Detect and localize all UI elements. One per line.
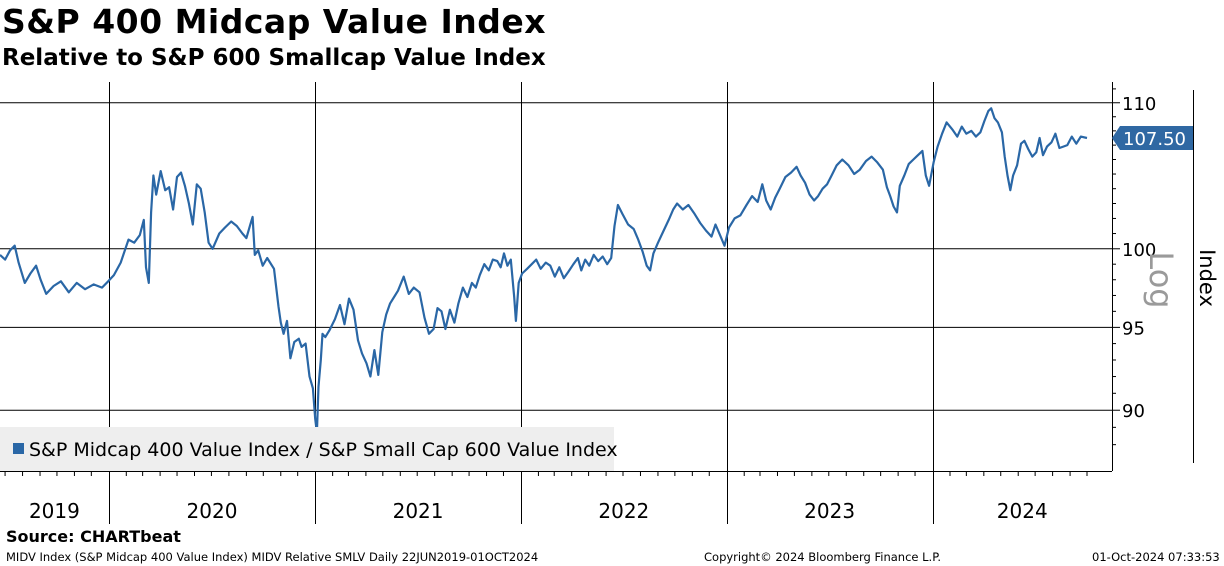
chart-series — [0, 107, 1088, 434]
last-value-label: 107.50 — [1123, 129, 1186, 150]
y-tick-label-110: 110 — [1122, 94, 1156, 115]
chart-source: Source: CHARTbeat — [6, 527, 181, 546]
y-tick-label-90: 90 — [1122, 401, 1145, 422]
y-tick-label-95: 95 — [1122, 318, 1145, 339]
y-axis-title: Index — [1195, 249, 1219, 307]
last-value-tag — [1112, 125, 1193, 150]
footer-copyright: Copyright© 2024 Bloomberg Finance L.P. — [704, 550, 941, 564]
footer-ticker-info: MIDV Index (S&P Midcap 400 Value Index) … — [6, 550, 539, 564]
chart-axes — [0, 82, 1194, 472]
page-title: S&P 400 Midcap Value Index — [2, 2, 547, 41]
y-axis-ticks: 90 95 100 110 — [1112, 88, 1156, 446]
y-scale-note: Log — [1142, 251, 1180, 308]
x-tick-label-2019: 2019 — [29, 499, 80, 523]
x-tick-label-2020: 2020 — [187, 499, 238, 523]
x-tick-label-2024: 2024 — [997, 499, 1048, 523]
x-tick-label-2023: 2023 — [804, 499, 855, 523]
legend: S&P Midcap 400 Value Index / S&P Small C… — [0, 427, 618, 471]
footer-timestamp: 01-Oct-2024 07:33:53 — [1092, 550, 1220, 564]
chart-labels: 107.50 Log Index — [1112, 125, 1219, 309]
legend-swatch — [13, 443, 24, 454]
x-tick-label-2022: 2022 — [598, 499, 649, 523]
legend-background — [0, 427, 614, 471]
y-tick-label-100: 100 — [1122, 240, 1156, 261]
legend-label: S&P Midcap 400 Value Index / S&P Small C… — [29, 439, 618, 461]
x-axis-ticks: 2019 2020 2021 2022 2023 2024 — [4, 471, 1088, 523]
x-tick-label-2021: 2021 — [393, 499, 444, 523]
page-subtitle: Relative to S&P 600 Smallcap Value Index — [2, 45, 546, 71]
series-line — [0, 107, 1088, 434]
